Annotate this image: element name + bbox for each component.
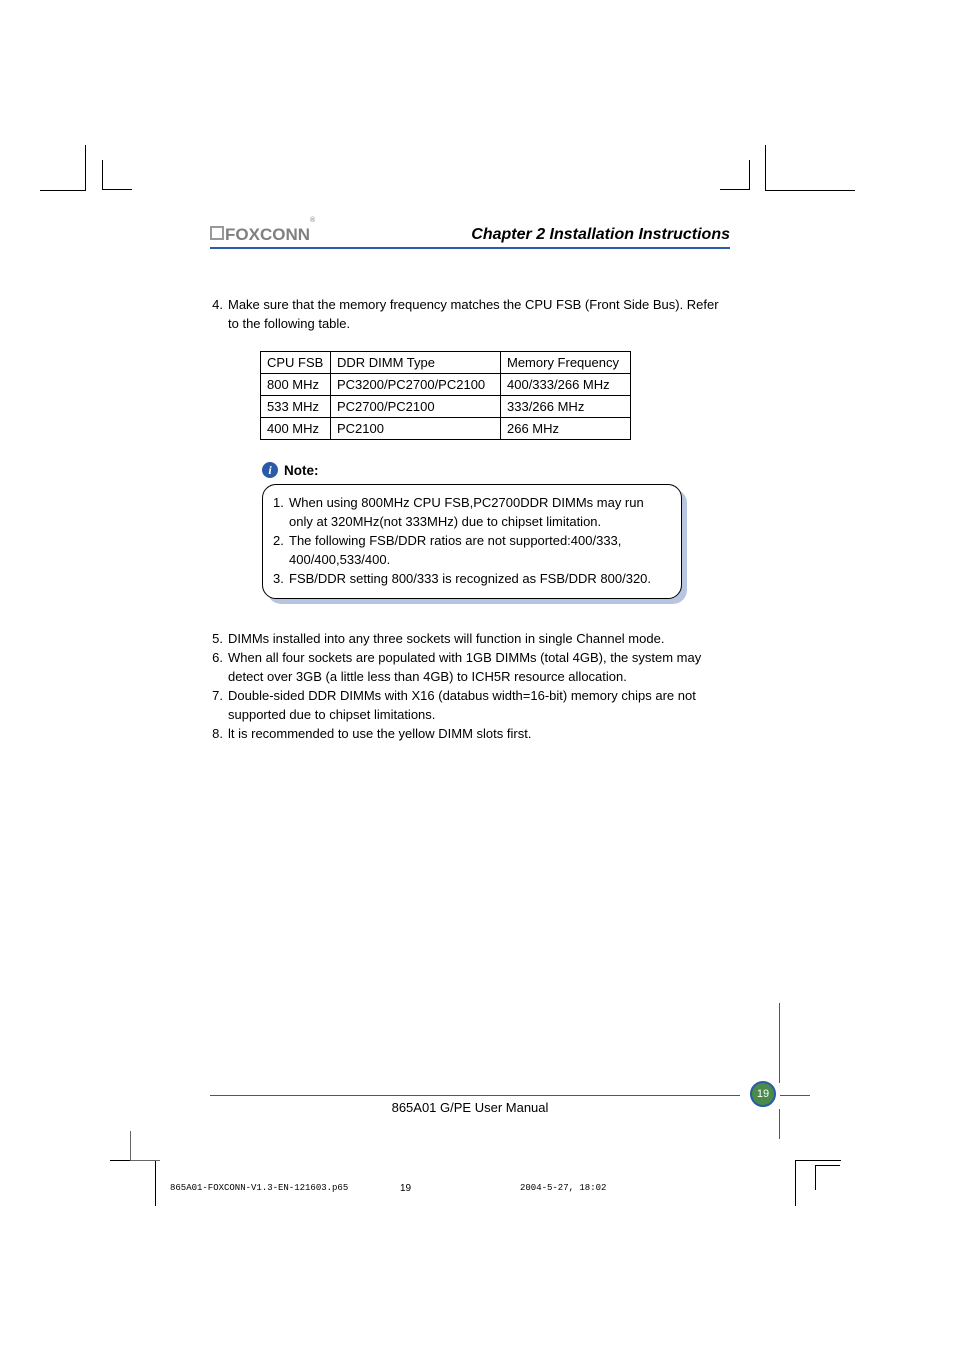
- brand-logo: FOXCONN ®: [210, 225, 315, 245]
- meta-page: 19: [400, 1183, 520, 1194]
- list-text: Make sure that the memory frequency matc…: [228, 295, 730, 333]
- cell: 400/333/266 MHz: [501, 374, 631, 396]
- th-mem-freq: Memory Frequency: [501, 352, 631, 374]
- fsb-table: CPU FSB DDR DIMM Type Memory Frequency 8…: [260, 351, 631, 440]
- chapter-title: Chapter 2 Installation Instructions: [471, 226, 730, 244]
- note-num: 3.: [273, 569, 289, 588]
- badge-connector-v-top: [779, 1003, 780, 1083]
- page-number-badge: 19: [750, 1081, 776, 1107]
- table-header-row: CPU FSB DDR DIMM Type Memory Frequency: [261, 352, 631, 374]
- page-header: FOXCONN ® Chapter 2 Installation Instruc…: [210, 225, 730, 249]
- list-number: 7.: [210, 686, 228, 724]
- note-header: i Note:: [262, 462, 730, 478]
- note-text: FSB/DDR setting 800/333 is recognized as…: [289, 569, 671, 588]
- list-text: Double-sided DDR DIMMs with X16 (databus…: [228, 686, 730, 724]
- cell: 800 MHz: [261, 374, 331, 396]
- list-item-8: 8. lt is recommended to use the yellow D…: [210, 724, 730, 743]
- note-line: 3. FSB/DDR setting 800/333 is recognized…: [273, 569, 671, 588]
- logo-icon: [210, 226, 224, 240]
- list-number: 6.: [210, 648, 228, 686]
- list-item-7: 7. Double-sided DDR DIMMs with X16 (data…: [210, 686, 730, 724]
- cell: 400 MHz: [261, 418, 331, 440]
- cell: 533 MHz: [261, 396, 331, 418]
- note-label: Note:: [284, 463, 319, 478]
- note-text: The following FSB/DDR ratios are not sup…: [289, 531, 671, 569]
- note-line: 1. When using 800MHz CPU FSB,PC2700DDR D…: [273, 493, 671, 531]
- cell: 266 MHz: [501, 418, 631, 440]
- note-line: 2. The following FSB/DDR ratios are not …: [273, 531, 671, 569]
- list-item-5: 5. DIMMs installed into any three socket…: [210, 629, 730, 648]
- list-text: When all four sockets are populated with…: [228, 648, 730, 686]
- page-number: 19: [757, 1088, 769, 1100]
- note-content: 1. When using 800MHz CPU FSB,PC2700DDR D…: [262, 484, 682, 599]
- note-box: 1. When using 800MHz CPU FSB,PC2700DDR D…: [262, 484, 682, 599]
- page-content: FOXCONN ® Chapter 2 Installation Instruc…: [210, 225, 730, 743]
- th-ddr-type: DDR DIMM Type: [331, 352, 501, 374]
- cell: PC2700/PC2100: [331, 396, 501, 418]
- note-text: When using 800MHz CPU FSB,PC2700DDR DIMM…: [289, 493, 671, 531]
- table-row: 800 MHz PC3200/PC2700/PC2100 400/333/266…: [261, 374, 631, 396]
- print-metadata: 865A01-FOXCONN-V1.3-EN-121603.p65 19 200…: [170, 1183, 770, 1194]
- manual-title: 865A01 G/PE User Manual: [210, 1096, 730, 1115]
- table-row: 400 MHz PC2100 266 MHz: [261, 418, 631, 440]
- th-cpu-fsb: CPU FSB: [261, 352, 331, 374]
- list-number: 4.: [210, 295, 228, 333]
- list-number: 5.: [210, 629, 228, 648]
- meta-datetime: 2004-5-27, 18:02: [520, 1183, 606, 1194]
- list-text: DIMMs installed into any three sockets w…: [228, 629, 730, 648]
- registered-mark: ®: [310, 217, 315, 224]
- note-num: 2.: [273, 531, 289, 569]
- cell: PC2100: [331, 418, 501, 440]
- page-footer: 19 865A01 G/PE User Manual: [210, 1095, 770, 1115]
- list-item-4: 4. Make sure that the memory frequency m…: [210, 295, 730, 333]
- cell: 333/266 MHz: [501, 396, 631, 418]
- note-num: 1.: [273, 493, 289, 531]
- table-row: 533 MHz PC2700/PC2100 333/266 MHz: [261, 396, 631, 418]
- list-text: lt is recommended to use the yellow DIMM…: [228, 724, 730, 743]
- badge-connector-h: [780, 1095, 810, 1096]
- footer-rule: [210, 1095, 740, 1096]
- meta-filename: 865A01-FOXCONN-V1.3-EN-121603.p65: [170, 1183, 400, 1194]
- logo-text: FOXCONN: [225, 225, 310, 245]
- list-item-6: 6. When all four sockets are populated w…: [210, 648, 730, 686]
- list-number: 8.: [210, 724, 228, 743]
- cell: PC3200/PC2700/PC2100: [331, 374, 501, 396]
- info-icon: i: [262, 462, 278, 478]
- lower-list: 5. DIMMs installed into any three socket…: [210, 629, 730, 743]
- badge-connector-v-bottom: [779, 1109, 780, 1139]
